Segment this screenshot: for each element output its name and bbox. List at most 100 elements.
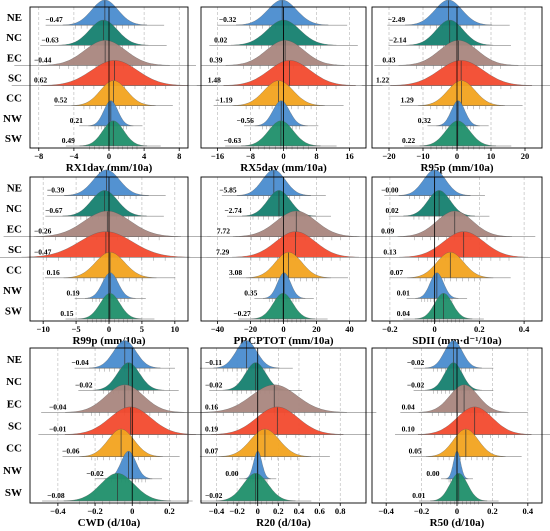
median-value-ne: −0.02	[407, 358, 425, 367]
median-value-sw: −0.08	[47, 491, 65, 500]
x-tick-label: 0.2	[273, 506, 284, 516]
median-value-cc: −1.19	[215, 96, 233, 105]
x-tick-label: −10	[36, 324, 49, 334]
panel-6: −0.00 0.02 0.09 0.13 0.07 0.01 0.04−0.2 0 0.2 0.4…	[371, 169, 550, 347]
region-label-ec-row1: EC	[7, 52, 22, 64]
x-tick-label: 8	[177, 151, 181, 161]
x-tick-label: 0	[107, 151, 111, 161]
x-axis-label: R50 (d/10a)	[430, 517, 485, 529]
x-tick-label: 40	[345, 324, 354, 334]
region-label-nw-row3: NW	[3, 465, 22, 477]
median-value-ec: 0.43	[382, 55, 395, 64]
median-value-cc: 1.29	[401, 96, 414, 105]
x-axis-label: R99p (mm/10a)	[72, 335, 145, 347]
region-label-nc-row3: NC	[6, 376, 22, 388]
median-value-ne: −0.32	[219, 15, 237, 24]
median-value-ec: 0.09	[381, 227, 394, 236]
median-value-nw: −0.02	[86, 469, 104, 478]
panel-2: −0.32 0.02 0.39 1.48 −1.19 −0.56 −0.63−16 −8 0 8 1…	[196, 0, 383, 174]
median-value-sc: 0.62	[34, 76, 47, 85]
median-value-nc: −0.02	[205, 380, 223, 389]
x-tick-label: −20	[244, 324, 257, 334]
median-value-ec: 0.39	[209, 55, 222, 64]
median-value-cc: 0.16	[47, 268, 60, 277]
median-value-ec: 7.72	[217, 227, 230, 236]
x-tick-label: 0.2	[474, 324, 485, 334]
panel-7: −0.04 −0.02 −0.04 −0.01 −0.06 −0.02 −0.08 −0.4 −…	[29, 340, 223, 529]
median-value-nw: 0.00	[426, 469, 439, 478]
region-label-cc-row3: CC	[6, 443, 22, 455]
x-tick-label: 10	[487, 151, 496, 161]
median-value-sc: 0.10	[402, 425, 415, 434]
median-value-sc: 1.22	[376, 76, 389, 85]
x-tick-label: 5	[140, 324, 144, 334]
x-tick-label: −0.2	[382, 324, 397, 334]
median-value-ne: −0.11	[205, 358, 222, 367]
median-value-sw: −0.02	[205, 491, 223, 500]
panel-9: −0.02 −0.02 0.04 0.10 0.05 0.00 0.01 −0.4 −0.2 0 0…	[371, 340, 550, 529]
median-value-ne: −0.47	[45, 15, 63, 24]
region-label-ne-row3: NE	[7, 354, 22, 366]
median-value-sc: 0.19	[205, 425, 218, 434]
x-tick-label: −20	[382, 151, 395, 161]
region-label-cc-row1: CC	[6, 93, 22, 105]
region-label-sc-row1: SC	[8, 73, 22, 85]
x-tick-label: 0.4	[519, 324, 530, 334]
x-tick-label: 0	[455, 506, 459, 516]
median-value-ne: −0.39	[47, 186, 65, 195]
x-tick-label: 16	[345, 151, 354, 161]
median-value-sw: 0.49	[62, 136, 75, 145]
median-value-ne: −0.00	[381, 186, 399, 195]
median-value-nc: −2.14	[389, 35, 407, 44]
region-label-ec-row2: EC	[7, 223, 22, 235]
x-tick-label: 0	[281, 324, 285, 334]
median-value-sc: 0.13	[383, 247, 396, 256]
median-value-nw: 0.00	[225, 469, 238, 478]
region-label-sc-row3: SC	[8, 421, 22, 433]
x-tick-label: 0	[433, 324, 437, 334]
median-value-nc: 0.02	[386, 206, 399, 215]
median-value-sc: 1.48	[208, 76, 221, 85]
median-value-ne: −5.85	[219, 186, 237, 195]
x-tick-label: −8	[34, 151, 43, 161]
median-value-nc: −2.74	[224, 206, 242, 215]
median-value-sw: −0.63	[224, 136, 242, 145]
x-tick-label: −0.2	[87, 506, 102, 516]
median-value-nc: −0.02	[407, 380, 425, 389]
x-tick-label: 0.6	[314, 506, 325, 516]
median-value-nw: 0.32	[418, 116, 431, 125]
median-value-cc: 0.07	[390, 268, 403, 277]
x-tick-label: 0.2	[487, 506, 498, 516]
panel-5: −5.85 −2.74 7.72 7.29 3.08 0.35 −0.27 −40 −20 0 20…	[200, 169, 386, 347]
region-label-sc-row2: SC	[8, 244, 22, 256]
x-axis-label: PRCPTOT (mm/10a)	[233, 335, 333, 347]
x-tick-label: 10	[171, 324, 180, 334]
median-value-cc: 0.05	[409, 447, 422, 456]
x-tick-label: 0	[455, 151, 459, 161]
median-value-nw: 0.35	[244, 288, 257, 297]
x-tick-label: 0	[107, 324, 111, 334]
median-value-nw: 0.19	[67, 288, 80, 297]
median-value-ec: 0.04	[402, 402, 415, 411]
x-tick-label: −0.4	[50, 506, 66, 516]
panel-frame	[200, 347, 367, 504]
x-tick-label: 8	[314, 151, 318, 161]
region-label-nc-row1: NC	[6, 32, 22, 44]
x-tick-label: −0.4	[209, 506, 225, 516]
x-axis-label: RX5day (mm/10a)	[240, 162, 327, 174]
panel-4: −0.39 −0.67 −0.26 −0.47 0.16 0.19 0.15 −10 −5 0 5 1…	[0, 169, 225, 347]
x-tick-label: 4	[142, 151, 147, 161]
x-tick-label: −8	[246, 151, 255, 161]
median-value-nc: −0.63	[41, 35, 59, 44]
median-value-ne: −0.04	[71, 358, 89, 367]
median-value-nw: −0.56	[236, 116, 254, 125]
region-label-nc-row2: NC	[6, 203, 22, 215]
x-tick-label: 0	[130, 506, 134, 516]
x-tick-label: −16	[211, 151, 224, 161]
x-tick-label: 0.4	[523, 506, 534, 516]
x-tick-label: 20	[521, 151, 530, 161]
median-value-nc: −0.67	[45, 206, 63, 215]
region-label-ne-row2: NE	[7, 182, 22, 194]
panel-3: −2.49 −2.14 0.43 1.22 1.29 0.32 0.22 −20 −10 0 10 2…	[361, 0, 550, 174]
